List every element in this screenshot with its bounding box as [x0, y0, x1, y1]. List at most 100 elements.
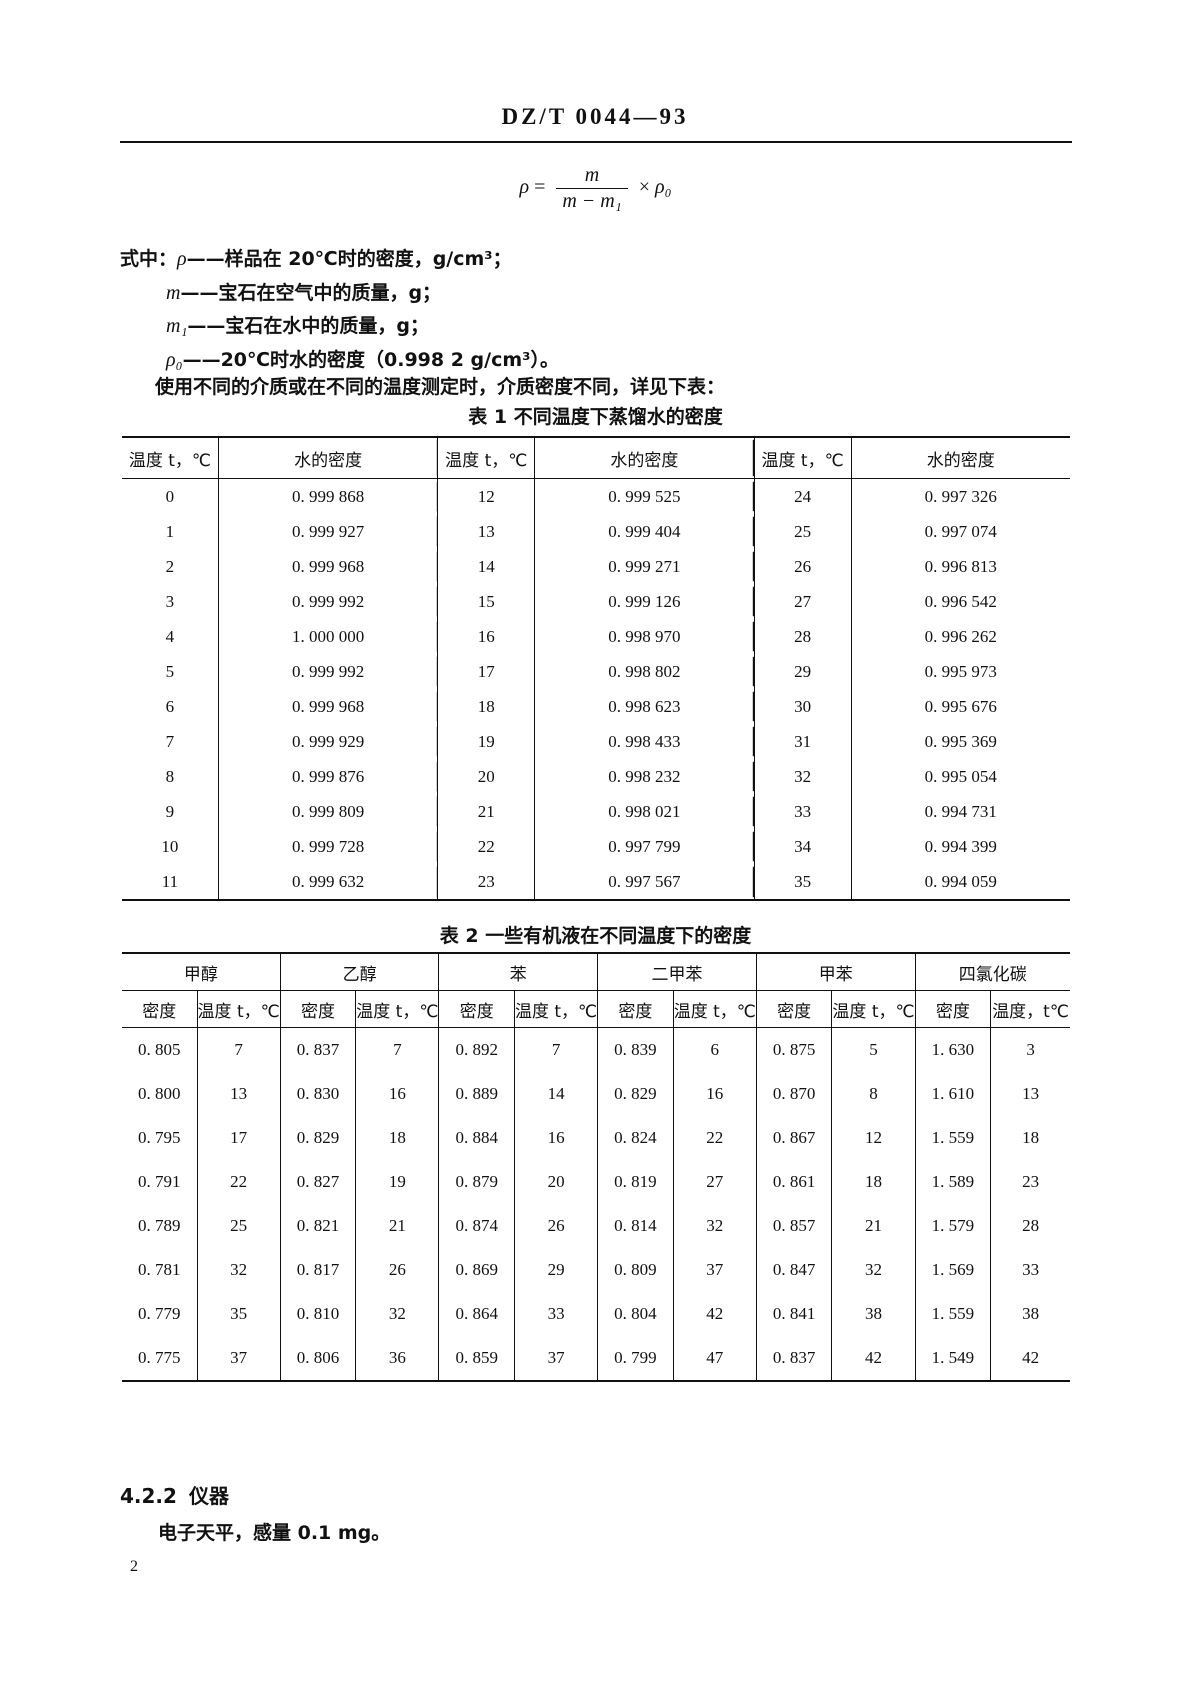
cell-density: 0. 781: [138, 1260, 181, 1279]
cell-temp: 36: [355, 1336, 439, 1382]
cell-temp: 21: [355, 1204, 439, 1248]
cell-density: 0. 829: [279, 1116, 356, 1160]
cell-temp: 9: [165, 801, 175, 821]
cell-temp: 13: [437, 514, 535, 549]
cell-density: 0. 999 992: [217, 584, 438, 619]
cell-density: 0. 892: [438, 1027, 515, 1072]
table1-caption: 表 1 不同温度下蒸馏水的密度: [468, 406, 723, 428]
cell-temp: 3: [990, 1027, 1070, 1072]
table-row: 10 0. 999 728 22 0. 997 799 34 0. 994 399: [122, 829, 1070, 864]
cell-temp: 6: [165, 696, 175, 716]
table-row: 7 0. 999 929 19 0. 998 433 31 0. 995 369: [122, 724, 1070, 759]
cell-temp: 7: [355, 1027, 439, 1072]
cell-density: 0. 789: [138, 1216, 181, 1235]
definition-symbol: m₁: [166, 315, 188, 337]
cell-density: 0. 998 802: [534, 654, 755, 689]
cell-temp: 0: [165, 486, 175, 506]
cell-density: 0. 995 369: [850, 724, 1070, 759]
cell-density: 0. 994 731: [850, 794, 1070, 829]
cell-temp: 17: [196, 1116, 281, 1160]
cell-density: 0. 847: [755, 1248, 832, 1292]
cell-density: 0. 824: [597, 1116, 674, 1160]
cell-density: 0. 779: [138, 1304, 181, 1323]
cell-density: 0. 998 970: [534, 619, 755, 654]
table-row: 2 0. 999 968 14 0. 999 271 26 0. 996 813: [122, 549, 1070, 584]
cell-density: 0. 795: [138, 1128, 181, 1147]
col-header-temp-1: 温度 t，℃: [122, 436, 219, 479]
cell-density: 0. 996 542: [850, 584, 1070, 619]
formula-numerator: m: [584, 164, 600, 186]
cell-temp: 23: [437, 864, 535, 901]
cell-temp: 37: [672, 1248, 757, 1292]
cell-temp: 2: [165, 556, 175, 576]
cell-density: 1. 610: [914, 1072, 991, 1116]
cell-density: 0. 999 404: [534, 514, 755, 549]
cell-density: 0. 829: [597, 1072, 674, 1116]
cell-temp: 22: [437, 829, 535, 864]
subheader-temp: 温度，t℃: [990, 990, 1070, 1028]
definition-row: ρ₀——20℃时水的密度（0.998 2 g/cm³）。: [120, 344, 1020, 378]
table-row: 0. 795 17 0. 829 18 0. 884 16 0. 824 22 0. 867 12…: [122, 1116, 1070, 1160]
subheader-temp: 温度 t，℃: [196, 990, 281, 1028]
table-row: 0. 779 35 0. 810 32 0. 864 33 0. 804 42 0. 841 38…: [122, 1292, 1070, 1336]
table-substance-header-row: 甲醇 乙醇 苯 二甲苯 甲苯 四氯化碳: [122, 952, 1070, 991]
cell-density: 0. 999 992: [217, 654, 438, 689]
cell-density: 0. 875: [755, 1027, 832, 1072]
cell-temp: 22: [196, 1160, 281, 1204]
definition-text: 样品在 20℃时的密度，g/cm³；: [224, 248, 512, 270]
cell-temp: 26: [513, 1204, 598, 1248]
cell-density: 0. 999 271: [534, 549, 755, 584]
substance-header-methanol: 甲醇: [122, 952, 281, 991]
cell-density: 0. 817: [279, 1248, 356, 1292]
table-water-density: 温度 t，℃ 水的密度 温度 t，℃ 水的密度 温度 t，℃ 水的密度 0 0. …: [122, 436, 1070, 901]
cell-temp: 28: [753, 619, 852, 654]
cell-density: 0. 799: [597, 1336, 674, 1382]
cell-temp: 4: [165, 626, 175, 646]
cell-temp: 26: [355, 1248, 439, 1292]
definition-symbol: ρ₀: [166, 348, 183, 371]
cell-temp: 18: [990, 1116, 1070, 1160]
symbol-definitions: 式中：ρ——样品在 20℃时的密度，g/cm³； m——宝石在空气中的质量，g；…: [120, 243, 1020, 377]
formula-fraction: m m − m₁: [556, 164, 628, 213]
cell-temp: 5: [165, 661, 175, 681]
table-row: 0. 791 22 0. 827 19 0. 879 20 0. 819 27 0. 861 18…: [122, 1160, 1070, 1204]
cell-density: 1. 000 000: [217, 619, 438, 654]
col-header-density-3: 水的密度: [850, 436, 1070, 479]
cell-temp: 3: [165, 591, 175, 611]
cell-density: 0. 830: [279, 1072, 356, 1116]
section-body: 电子天平，感量 0.1 mg。: [158, 1522, 391, 1544]
definition-symbol: ρ: [177, 248, 187, 270]
cell-density: 0. 874: [438, 1204, 515, 1248]
cell-density: 1. 589: [914, 1160, 991, 1204]
cell-temp: 11: [122, 864, 219, 901]
cell-density: 1. 559: [914, 1116, 991, 1160]
page-number: 2: [130, 1558, 138, 1575]
cell-temp: 24: [753, 478, 852, 514]
cell-density: 1. 569: [914, 1248, 991, 1292]
cell-temp: 16: [355, 1072, 439, 1116]
substance-header-benzene: 苯: [438, 952, 598, 991]
cell-temp: 12: [831, 1116, 916, 1160]
table-row: 11 0. 999 632 23 0. 997 567 35 0. 994 059: [122, 864, 1070, 901]
cell-temp: 6: [672, 1027, 757, 1072]
formula-rhs: ρ₀: [654, 176, 672, 199]
cell-temp: 18: [355, 1116, 439, 1160]
cell-density: 0. 819: [597, 1160, 674, 1204]
substance-header-carbon-tetrachloride: 四氯化碳: [914, 952, 1070, 991]
cell-density: 0. 996 262: [850, 619, 1070, 654]
cell-temp: 19: [437, 724, 535, 759]
cell-density: 0. 998 433: [534, 724, 755, 759]
cell-density: 0. 999 929: [217, 724, 438, 759]
table-row: 0. 805 7 0. 837 7 0. 892 7 0. 839 6 0. 875 5 1. 63…: [122, 1027, 1070, 1072]
cell-temp: 14: [437, 549, 535, 584]
cell-density: 0. 841: [755, 1292, 832, 1336]
cell-density: 0. 869: [438, 1248, 515, 1292]
definition-text: 20℃时水的密度（0.998 2 g/cm³）。: [220, 348, 559, 371]
cell-density: 0. 999 868: [217, 478, 438, 514]
substance-header-xylene: 二甲苯: [597, 952, 757, 991]
cell-temp: 7: [513, 1027, 598, 1072]
cell-temp: 32: [196, 1248, 281, 1292]
definition-row: m₁——宝石在水中的质量，g；: [120, 310, 1020, 344]
cell-temp: 33: [753, 794, 852, 829]
cell-temp: 37: [513, 1336, 598, 1382]
